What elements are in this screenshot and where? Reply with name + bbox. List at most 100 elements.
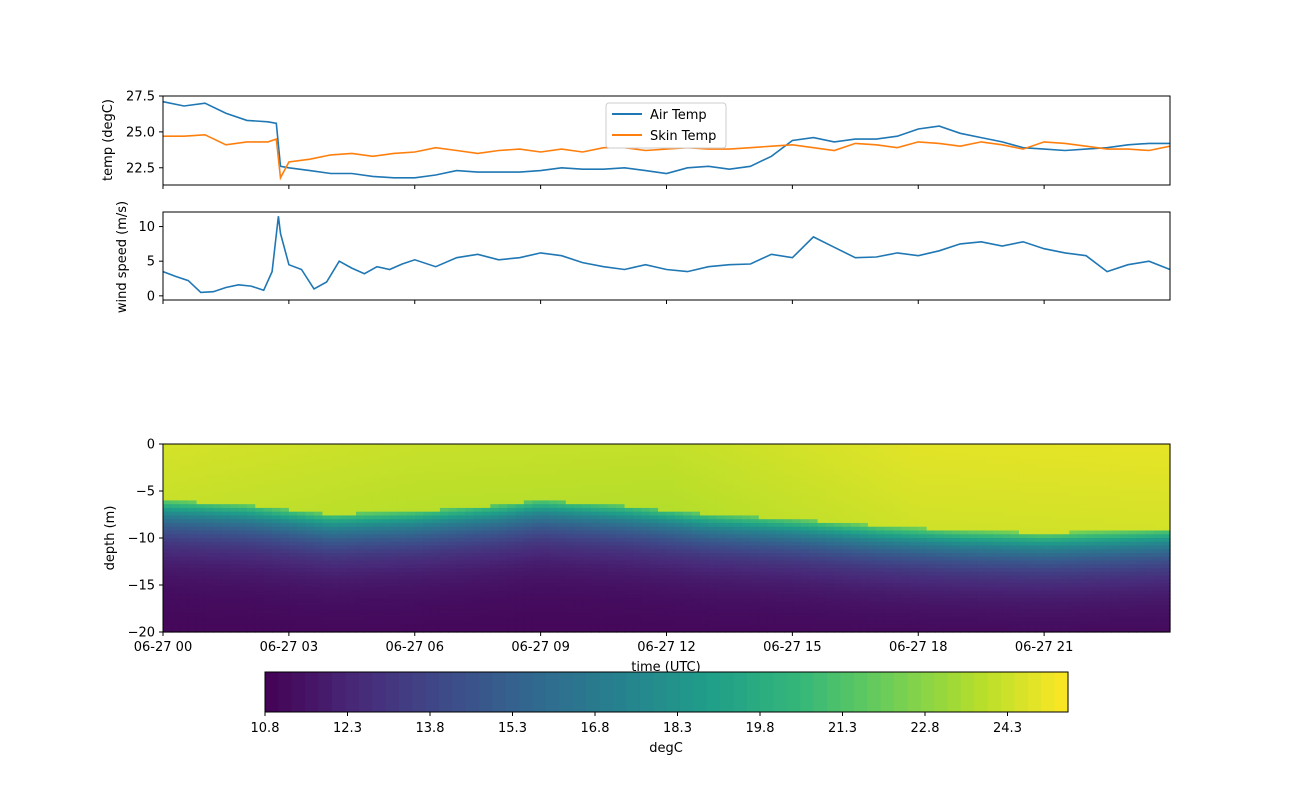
heatmap-cell [330, 583, 340, 588]
heatmap-cell [272, 470, 282, 475]
heatmap-cell [985, 571, 995, 577]
heatmap-cell [574, 447, 584, 453]
heatmap-cell [163, 620, 172, 626]
heatmap-cell [800, 526, 810, 532]
heatmap-cell [666, 474, 676, 479]
heatmap-cell [968, 474, 978, 479]
heatmap-cell [188, 466, 198, 471]
heatmap-cell [792, 481, 802, 486]
heatmap-cell [297, 538, 307, 543]
heatmap-cell [448, 541, 458, 547]
heatmap-cell [523, 519, 533, 524]
heatmap-cell [221, 579, 231, 584]
heatmap-cell [456, 451, 466, 456]
heatmap-cell [834, 474, 844, 479]
heatmap-cell [431, 519, 441, 524]
heatmap-cell [179, 613, 189, 618]
heatmap-cell [641, 575, 651, 580]
heatmap-cell [423, 530, 433, 535]
heatmap-cell [406, 489, 416, 494]
heatmap-cell [439, 526, 449, 532]
heatmap-cell [825, 511, 835, 517]
heatmap-cell [204, 560, 214, 565]
heatmap-cell [918, 605, 928, 611]
heatmap-cell [758, 447, 768, 453]
heatmap-cell [926, 470, 936, 475]
heatmap-cell [851, 530, 861, 535]
heatmap-cell [339, 575, 349, 580]
heatmap-cell [742, 564, 752, 569]
heatmap-cell [423, 500, 433, 505]
heatmap-cell [951, 522, 961, 528]
heatmap-cell [406, 496, 416, 501]
heatmap-cell [658, 474, 668, 479]
heatmap-cell [825, 481, 835, 486]
heatmap-cell [339, 451, 349, 456]
heatmap-cell [507, 507, 517, 513]
heatmap-cell [532, 613, 542, 618]
heatmap-cell [985, 504, 995, 509]
heatmap-cell [280, 568, 290, 573]
heatmap-cell [557, 609, 567, 614]
heatmap-cell [246, 459, 256, 464]
heatmap-cell [658, 571, 668, 577]
heatmap-cell [867, 624, 877, 629]
heatmap-cell [750, 519, 760, 524]
heatmap-cell [817, 571, 827, 577]
heatmap-cell [439, 519, 449, 524]
heatmap-cell [867, 459, 877, 464]
heatmap-cell [540, 624, 550, 629]
heatmap-cell [792, 568, 802, 573]
heatmap-cell [742, 455, 752, 460]
heatmap-cell [658, 575, 668, 580]
heatmap-cell [624, 605, 634, 611]
heatmap-cell [230, 485, 240, 490]
heatmap-cell [213, 586, 223, 592]
heatmap-cell [532, 564, 542, 569]
heatmap-cell [255, 609, 265, 614]
heatmap-cell [414, 541, 424, 547]
heatmap-cell [347, 492, 357, 498]
heatmap-cell [549, 530, 559, 535]
heatmap-cell [196, 571, 206, 577]
heatmap-cell [297, 530, 307, 535]
heatmap-cell [792, 620, 802, 626]
heatmap-cell [339, 568, 349, 573]
heatmap-cell [926, 444, 936, 449]
heatmap-cell [658, 605, 668, 611]
heatmap-cell [616, 492, 626, 498]
heatmap-cell [649, 616, 659, 622]
heatmap-cell [968, 511, 978, 517]
heatmap-cell [909, 613, 919, 618]
heatmap-cell [691, 590, 701, 595]
heatmap-cell [406, 504, 416, 509]
heatmap-cell [817, 541, 827, 547]
heatmap-cell [758, 553, 768, 558]
heatmap-cell [523, 444, 533, 449]
heatmap-cell [255, 455, 265, 460]
heatmap-cell [263, 609, 273, 614]
heatmap-cell [238, 515, 248, 520]
heatmap-cell [221, 511, 231, 517]
heatmap-cell [590, 519, 600, 524]
heatmap-cell [825, 466, 835, 471]
heatmap-cell [800, 451, 810, 456]
heatmap-cell [758, 481, 768, 486]
heatmap-cell [532, 628, 542, 633]
heatmap-cell [498, 564, 508, 569]
heatmap-cell [557, 571, 567, 577]
heatmap-cell [356, 564, 365, 569]
heatmap-cell [263, 477, 273, 483]
heatmap-cell [372, 564, 382, 569]
heatmap-cell [632, 496, 642, 501]
heatmap-cell [842, 556, 852, 562]
heatmap-cell [616, 586, 626, 592]
heatmap-cell [607, 515, 617, 520]
heatmap-cell [305, 598, 315, 603]
heatmap-cell [414, 504, 424, 509]
heatmap-cell [456, 613, 466, 618]
heatmap-cell [163, 628, 172, 633]
heatmap-cell [825, 564, 835, 569]
heatmap-cell [179, 530, 189, 535]
heatmap-cell [918, 477, 928, 483]
